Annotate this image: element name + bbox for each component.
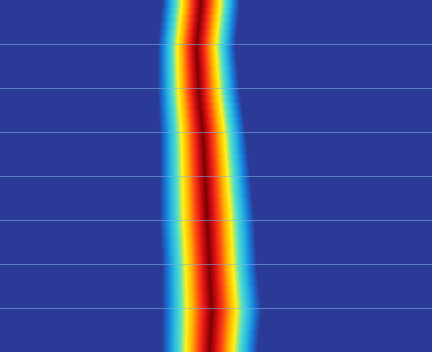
heatmap-cell	[162, 330, 260, 338]
heatmap-cell	[162, 300, 261, 309]
heatmap-cell	[157, 73, 239, 82]
heatmap-cell	[160, 14, 239, 23]
heatmap-cell	[159, 220, 255, 228]
heatmap-cell	[162, 315, 261, 324]
heatmap-cell	[159, 198, 253, 206]
heatmap-cell	[162, 271, 258, 280]
heatmap-cell	[159, 124, 246, 133]
heatmap-cell	[160, 242, 256, 250]
heatmap-cell	[159, 29, 237, 38]
heatmap-cell	[162, 286, 260, 294]
heatmap-cell	[159, 161, 250, 170]
heatmap-cell	[159, 139, 247, 148]
heatmap-cell	[162, 344, 258, 352]
heatmap-cell	[162, 278, 259, 287]
heatmap-cell	[158, 110, 243, 118]
heatmap-cell	[159, 190, 252, 199]
heatmap-cell	[158, 102, 242, 111]
heatmap-cell	[159, 22, 238, 30]
heatmap-cell	[157, 88, 240, 96]
heatmap-cell	[161, 7, 240, 16]
heatmap-cell	[160, 227, 256, 236]
heatmap-cell	[161, 249, 257, 258]
heatmap-cell	[162, 0, 240, 8]
heatmap-cell	[159, 117, 245, 126]
heatmap-cell	[159, 168, 250, 177]
heatmap-cell	[161, 256, 257, 265]
heatmap-cell	[157, 58, 237, 67]
heatmap-cell	[159, 146, 248, 155]
heatmap-cell	[159, 212, 255, 221]
heatmap-cell	[158, 95, 241, 104]
heatmap-cell	[158, 36, 237, 45]
heatmap-cell	[159, 205, 254, 214]
heatmap-cell	[157, 51, 237, 60]
heatmap-cell	[162, 308, 262, 316]
grid-layer	[0, 44, 432, 309]
heatmap-cell	[159, 176, 251, 184]
heatmap-cell	[162, 322, 260, 331]
ridge-layer	[157, 0, 262, 352]
heatmap-cell	[162, 293, 260, 302]
heatmap-cell	[159, 132, 247, 140]
heatmap-cell	[162, 337, 259, 346]
heatmap-cell	[159, 154, 249, 162]
heatmap-cell	[160, 234, 256, 243]
heatmap-cell	[157, 80, 240, 89]
heatmap-cell	[159, 183, 252, 192]
heatmap-cell	[157, 66, 238, 74]
heatmap-cell	[162, 264, 258, 272]
heatmap-cell	[157, 44, 236, 52]
